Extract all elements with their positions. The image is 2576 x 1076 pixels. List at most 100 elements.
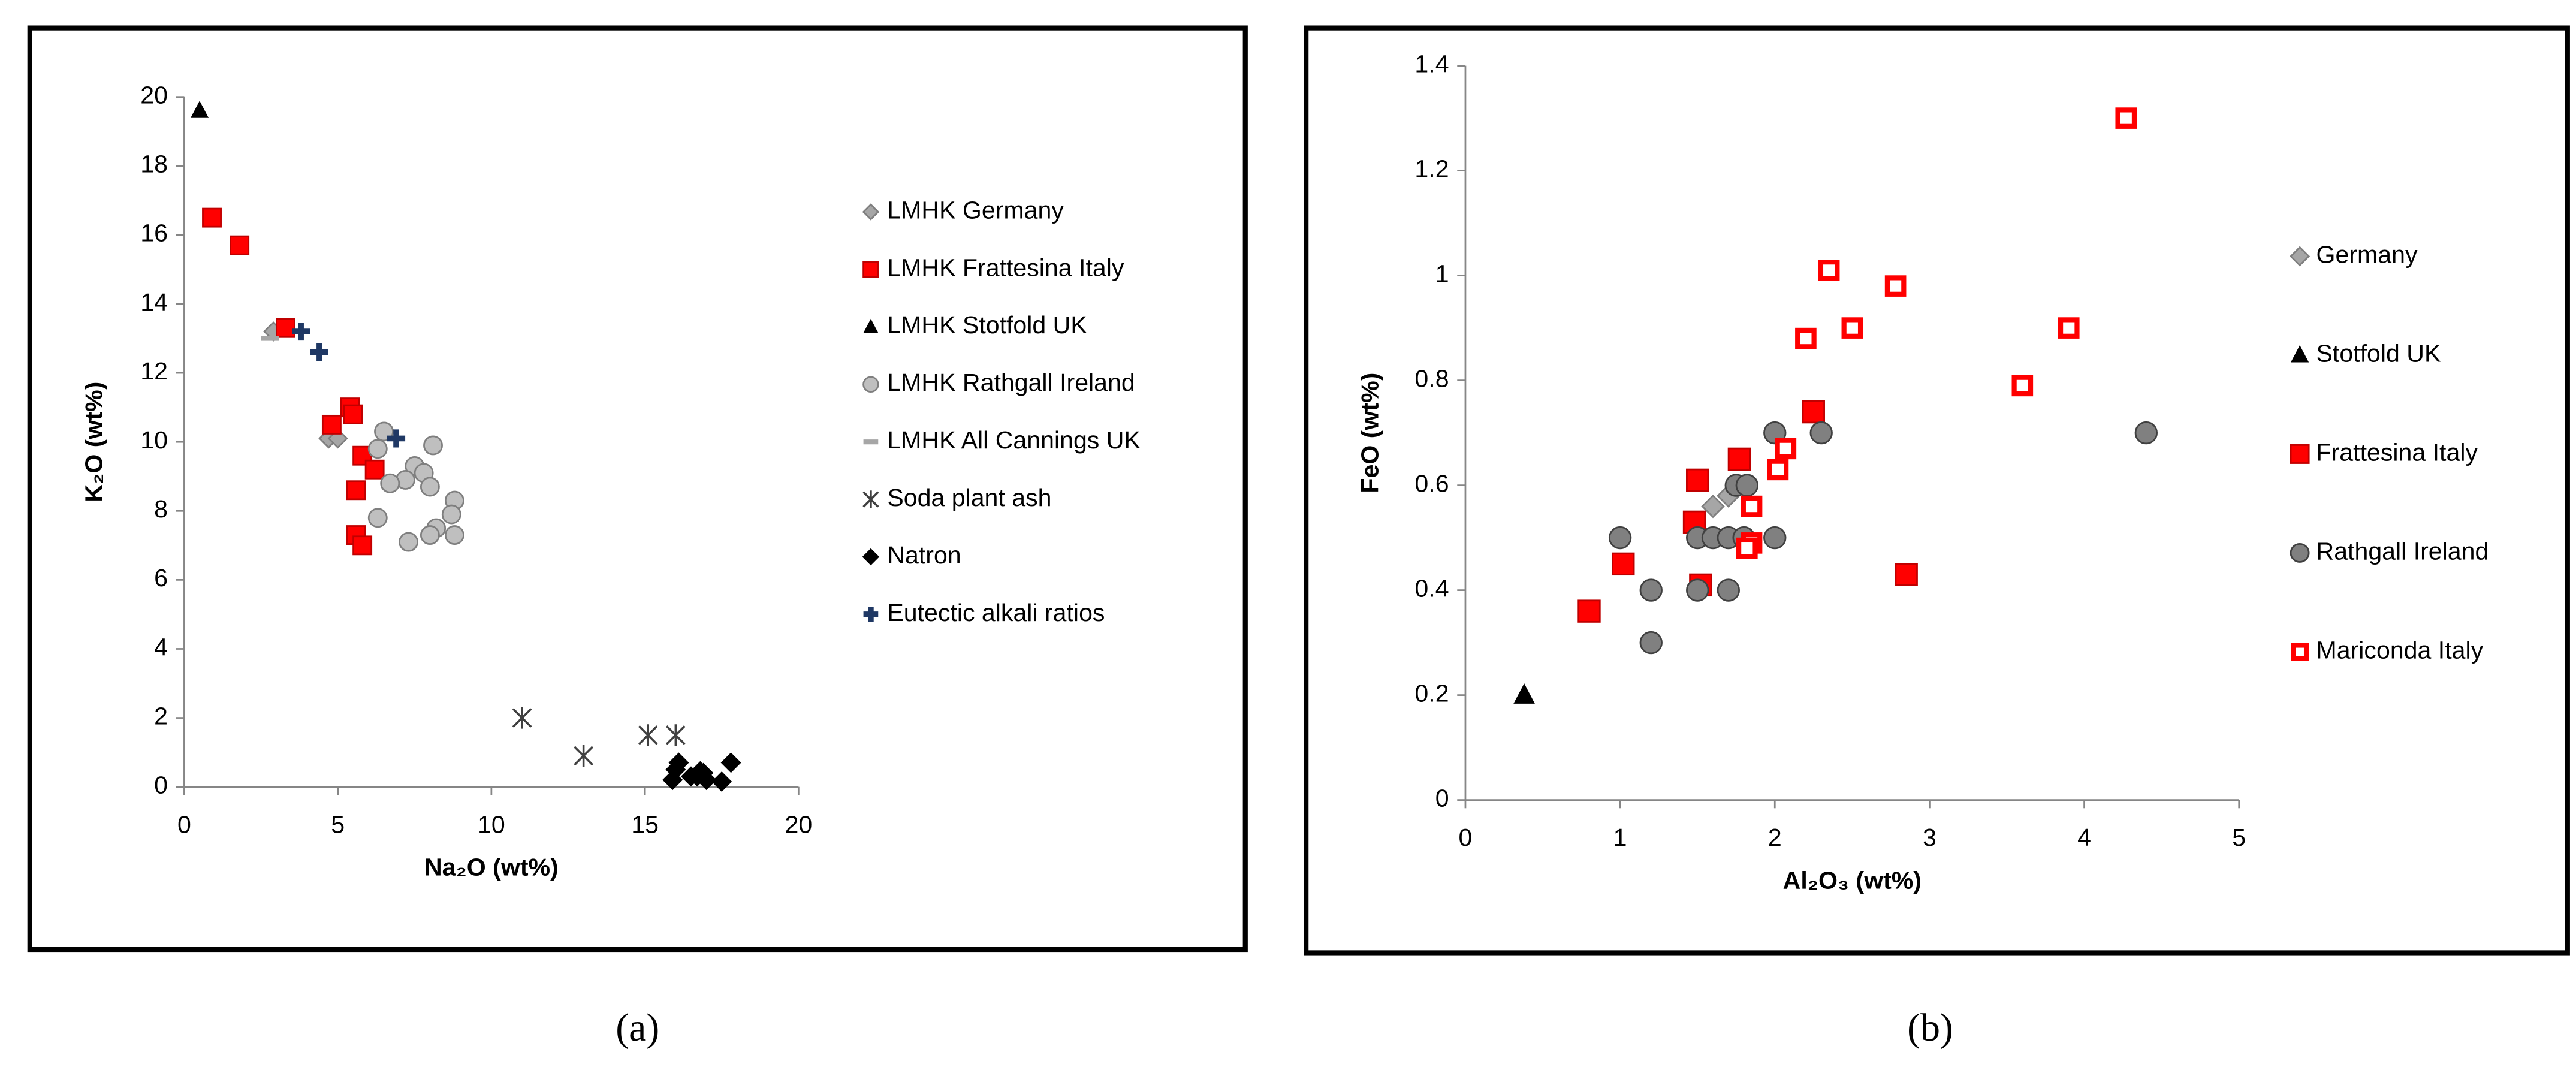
marker-circle xyxy=(380,473,400,493)
y-tick-label: 4 xyxy=(154,633,168,661)
legend-label: Natron xyxy=(887,541,961,569)
legend-label: LMHK Germany xyxy=(887,196,1064,224)
legend-marker xyxy=(862,261,879,278)
marker-circle xyxy=(399,532,418,552)
legend-marker xyxy=(2290,246,2310,267)
marker-circle xyxy=(444,525,464,545)
x-axis-title: Al₂O₃ (wt%) xyxy=(1783,866,1922,894)
marker-circle xyxy=(367,508,388,528)
marker-circle xyxy=(423,435,443,456)
y-tick-label: 16 xyxy=(140,219,168,247)
marker-square xyxy=(343,404,363,424)
marker-square xyxy=(1612,552,1635,576)
y-tick-label: 1.4 xyxy=(1414,50,1449,77)
y-axis-title: K₂O (wt%) xyxy=(80,382,107,502)
x-tick-label: 3 xyxy=(1923,824,1936,851)
marker-open-square xyxy=(1884,275,1907,297)
legend-marker xyxy=(2291,643,2309,661)
x-tick-label: 0 xyxy=(177,810,191,838)
marker-square xyxy=(1895,563,1918,586)
legend-label: Frattesina Italy xyxy=(2316,438,2478,466)
marker-square xyxy=(1577,599,1601,623)
x-tick-label: 20 xyxy=(785,810,812,838)
marker-open-square xyxy=(1767,459,1789,481)
x-tick-label: 1 xyxy=(1613,824,1627,851)
marker-circle xyxy=(1763,526,1787,550)
marker-square xyxy=(352,535,373,556)
marker-diamond xyxy=(693,762,714,783)
marker-circle xyxy=(2134,421,2158,445)
legend-label: LMHK Rathgall Ireland xyxy=(887,369,1135,396)
marker-circle xyxy=(1608,526,1632,550)
y-tick-label: 20 xyxy=(140,82,168,109)
legend-marker xyxy=(2290,444,2310,464)
x-tick-label: 2 xyxy=(1768,824,1782,851)
marker-asterisk xyxy=(638,724,658,746)
marker-plus xyxy=(387,429,406,448)
legend-label: Rathgall Ireland xyxy=(2316,537,2489,565)
marker-open-square xyxy=(2115,107,2137,129)
y-tick-label: 12 xyxy=(140,357,168,385)
marker-open-square xyxy=(1795,327,1817,349)
x-tick-label: 15 xyxy=(631,810,659,838)
marker-square xyxy=(230,235,250,255)
legend-label: Germany xyxy=(2316,240,2418,268)
marker-open-square xyxy=(1741,495,1763,517)
legend-marker xyxy=(862,490,879,508)
y-tick-label: 0 xyxy=(1435,784,1449,812)
y-tick-label: 0.6 xyxy=(1414,469,1449,497)
y-tick-label: 1 xyxy=(1435,260,1449,287)
marker-open-square xyxy=(2011,375,2034,397)
marker-circle xyxy=(1639,578,1663,602)
legend-marker xyxy=(862,548,880,566)
marker-plus xyxy=(292,322,310,341)
marker-circle xyxy=(420,525,440,545)
legend-label: LMHK Frattesina Italy xyxy=(887,254,1124,281)
marker-asterisk xyxy=(574,745,593,767)
marker-circle xyxy=(1809,421,1833,445)
marker-square xyxy=(1802,400,1825,424)
legend-marker xyxy=(2290,542,2310,563)
y-tick-label: 0.2 xyxy=(1414,679,1449,707)
marker-circle xyxy=(441,504,461,525)
y-axis-title: FeO (wt%) xyxy=(1356,373,1384,493)
y-tick-label: 0.8 xyxy=(1414,364,1449,392)
y-tick-label: 10 xyxy=(140,426,168,454)
y-tick-label: 8 xyxy=(154,495,168,523)
x-tick-label: 4 xyxy=(2077,824,2091,851)
panel-frame xyxy=(27,25,1248,953)
marker-asterisk xyxy=(666,724,686,746)
marker-circle xyxy=(1735,474,1758,497)
legend-marker xyxy=(863,318,879,333)
caption: (a) xyxy=(616,1006,659,1050)
legend-label: LMHK Stotfold UK xyxy=(887,311,1087,339)
marker-diamond xyxy=(711,771,732,792)
legend-label: Mariconda Italy xyxy=(2316,636,2484,664)
legend-label: Soda plant ash xyxy=(887,484,1051,511)
marker-circle xyxy=(420,477,440,497)
y-tick-label: 6 xyxy=(154,564,168,592)
marker-square xyxy=(1727,447,1751,471)
marker-diamond xyxy=(1701,494,1725,519)
caption: (b) xyxy=(1907,1006,1953,1050)
marker-diamond xyxy=(668,752,689,773)
marker-circle xyxy=(1686,578,1709,602)
legend-marker xyxy=(863,607,879,622)
marker-diamond xyxy=(720,752,741,773)
marker-circle xyxy=(1717,578,1741,602)
y-tick-label: 18 xyxy=(140,150,168,178)
marker-open-square xyxy=(1775,438,1797,460)
marker-asterisk xyxy=(512,707,532,729)
marker-open-square xyxy=(1736,537,1758,559)
legend-marker xyxy=(862,376,879,393)
x-axis-title: Na₂O (wt%) xyxy=(424,854,559,881)
marker-triangle xyxy=(190,101,209,118)
marker-square xyxy=(364,459,385,480)
legend-label: LMHK All Cannings UK xyxy=(887,426,1141,454)
marker-circle xyxy=(1639,631,1663,655)
panel-frame xyxy=(1304,25,2570,956)
marker-triangle xyxy=(1513,683,1535,704)
marker-circle xyxy=(367,439,388,459)
y-tick-label: 0 xyxy=(154,771,168,799)
